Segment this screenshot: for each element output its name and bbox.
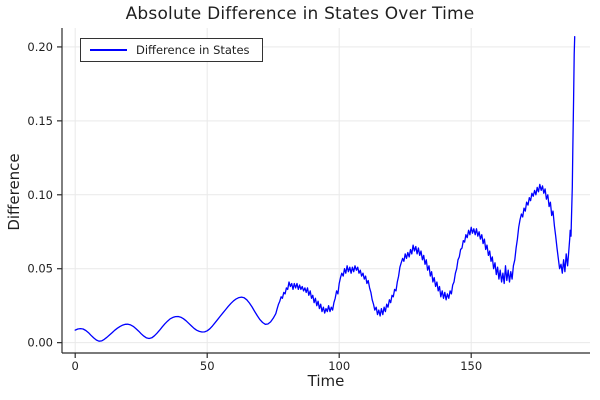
legend: Difference in States [80, 38, 263, 62]
legend-line-sample [90, 49, 127, 51]
y-axis-label: Difference [5, 153, 23, 231]
y-tick-label: 0.15 [27, 114, 53, 128]
x-tick-label: 150 [460, 359, 482, 373]
x-axis-label: Time [307, 372, 345, 390]
x-tick-label: 50 [200, 359, 215, 373]
legend-label: Difference in States [136, 43, 250, 57]
x-tick-label: 0 [72, 359, 79, 373]
series-line [74, 35, 576, 342]
x-tick-label: 100 [328, 359, 350, 373]
y-tick-label: 0.05 [27, 262, 53, 276]
y-tick-label: 0.10 [27, 188, 53, 202]
y-tick-label: 0.20 [27, 40, 53, 54]
y-tick-label: 0.00 [27, 336, 53, 350]
chart-title: Absolute Difference in States Over Time [125, 4, 475, 24]
